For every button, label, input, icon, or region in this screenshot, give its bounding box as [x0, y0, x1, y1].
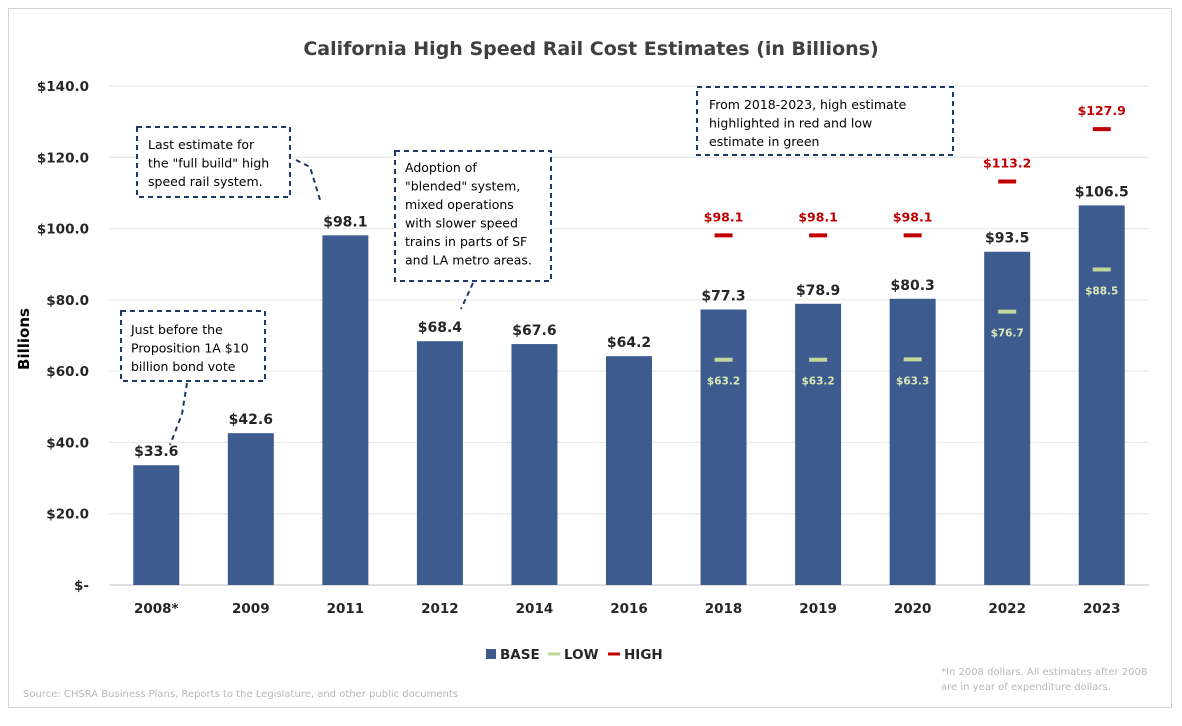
y-tick-label: $120.0 — [37, 150, 89, 166]
source-text: Source: CHSRA Business Plans, Reports to… — [23, 689, 458, 700]
bar-base — [322, 235, 369, 585]
annotation-text: Just before the — [130, 322, 223, 337]
high-value-label: $127.9 — [1078, 103, 1126, 118]
high-value-label: $98.1 — [798, 209, 838, 224]
bar-base — [889, 298, 936, 585]
y-tick-label: $20.0 — [46, 507, 89, 523]
annotation-text: billion bond vote — [131, 359, 236, 374]
annotation-leader — [295, 159, 322, 204]
legend-label-low: LOW — [564, 647, 599, 663]
bar-value-label: $106.5 — [1075, 184, 1129, 200]
annotation-leader — [169, 382, 188, 446]
bar-base — [1078, 205, 1125, 585]
bar-value-label: $64.2 — [607, 335, 651, 351]
annotation-text: highlighted in red and low — [709, 116, 872, 131]
bar-base — [606, 356, 652, 585]
low-value-label: $63.2 — [707, 376, 740, 388]
x-tick-label: 2023 — [1083, 601, 1121, 617]
annotation-text: with slower speed — [405, 216, 518, 231]
bar-base — [700, 309, 747, 585]
bar-base — [511, 344, 558, 585]
low-value-label: $63.2 — [801, 376, 834, 388]
x-tick-label: 2014 — [516, 601, 554, 617]
range-markers: $63.2 $98.1 $63.2 $98.1 $63.3 $98.1 $76.7 $113.… — [704, 103, 1126, 388]
high-value-label: $98.1 — [893, 209, 933, 224]
annotation-text: Adoption of — [405, 160, 477, 175]
bar-value-label: $68.4 — [418, 320, 463, 336]
annotation-text: speed rail system. — [148, 174, 263, 189]
bar-value-label: $67.6 — [512, 323, 556, 339]
low-value-label: $88.5 — [1085, 286, 1118, 298]
bar-value-label: $33.6 — [134, 444, 178, 460]
bar-base — [133, 465, 180, 585]
annotation-text: "blended" system, — [405, 179, 520, 194]
x-tick-label: 2008* — [134, 601, 179, 617]
bar-value-label: $80.3 — [890, 278, 934, 294]
annotation-text: mixed operations — [405, 197, 514, 212]
x-tick-label: 2022 — [988, 601, 1026, 617]
annotation-text: and LA metro areas. — [405, 253, 532, 268]
legend-label-high: HIGH — [624, 647, 663, 663]
y-tick-label: $40.0 — [46, 435, 89, 451]
annotation-box — [136, 126, 291, 198]
x-tick-label: 2011 — [327, 601, 365, 617]
bar-base — [795, 303, 842, 585]
annotation-text: Proposition 1A $10 — [131, 341, 249, 356]
high-value-label: $98.1 — [704, 209, 744, 224]
bar-base — [227, 433, 274, 585]
y-tick-label: $- — [74, 578, 89, 594]
y-tick-label: $100.0 — [37, 222, 89, 238]
bar-base — [416, 341, 463, 585]
annotation-text: the "full build" high — [148, 156, 269, 171]
annotation-text: trains in parts of SF — [405, 234, 527, 249]
bar-value-label: $98.1 — [323, 214, 367, 230]
annotation-box — [394, 150, 552, 282]
annotation-box — [120, 310, 266, 382]
chart-frame: California High Speed Rail Cost Estimate… — [8, 8, 1172, 708]
annotation-text: Last estimate for — [148, 137, 255, 152]
bar-value-label: $42.6 — [229, 412, 273, 428]
x-tick-label: 2016 — [610, 601, 648, 617]
footnote-text: *In 2008 dollars. All estimates after 20… — [941, 667, 1147, 678]
x-axis: 2008* 2009 2011 2012 2014 2016 2018 2019 2020 202… — [134, 601, 1121, 617]
annotation-box — [696, 86, 954, 156]
annotation-text: estimate in green — [709, 134, 819, 149]
x-tick-label: 2018 — [705, 601, 743, 617]
high-value-label: $113.2 — [983, 156, 1031, 171]
chart-svg: California High Speed Rail Cost Estimate… — [15, 38, 1149, 700]
footnote-text: are in year of expenditure dollars. — [941, 682, 1111, 693]
chart-title: California High Speed Rail Cost Estimate… — [303, 38, 878, 60]
annotations: Just before the Proposition 1A $10 billion… — [120, 86, 954, 446]
x-tick-label: 2020 — [894, 601, 932, 617]
y-axis: $- $20.0 $40.0 $60.0 $80.0 $100.0 $120.0 $140.0 — [37, 79, 89, 594]
y-tick-label: $80.0 — [46, 293, 89, 309]
y-axis-label: Billions — [15, 308, 33, 370]
annotation-text: From 2018-2023, high estimate — [709, 97, 907, 112]
bars-base: $33.6 $42.6 $98.1 $68.4 $67.6 $64.2 $77.3 $78.9… — [133, 184, 1129, 585]
x-tick-label: 2019 — [799, 601, 837, 617]
low-value-label: $76.7 — [991, 328, 1024, 340]
y-tick-label: $140.0 — [37, 79, 89, 95]
low-value-label: $63.3 — [896, 375, 929, 387]
bar-base — [984, 251, 1031, 585]
annotation-leader — [460, 282, 474, 310]
bar-value-label: $78.9 — [796, 283, 840, 299]
y-tick-label: $60.0 — [46, 364, 89, 380]
bar-value-label: $77.3 — [701, 288, 745, 304]
legend-label-base: BASE — [500, 647, 540, 663]
x-tick-label: 2012 — [421, 601, 459, 617]
notes: *In 2008 dollars. All estimates after 20… — [23, 667, 1147, 700]
bar-value-label: $93.5 — [985, 231, 1029, 247]
x-tick-label: 2009 — [232, 601, 270, 617]
legend: BASE LOW HIGH — [486, 647, 663, 663]
legend-swatch-base — [486, 649, 496, 659]
